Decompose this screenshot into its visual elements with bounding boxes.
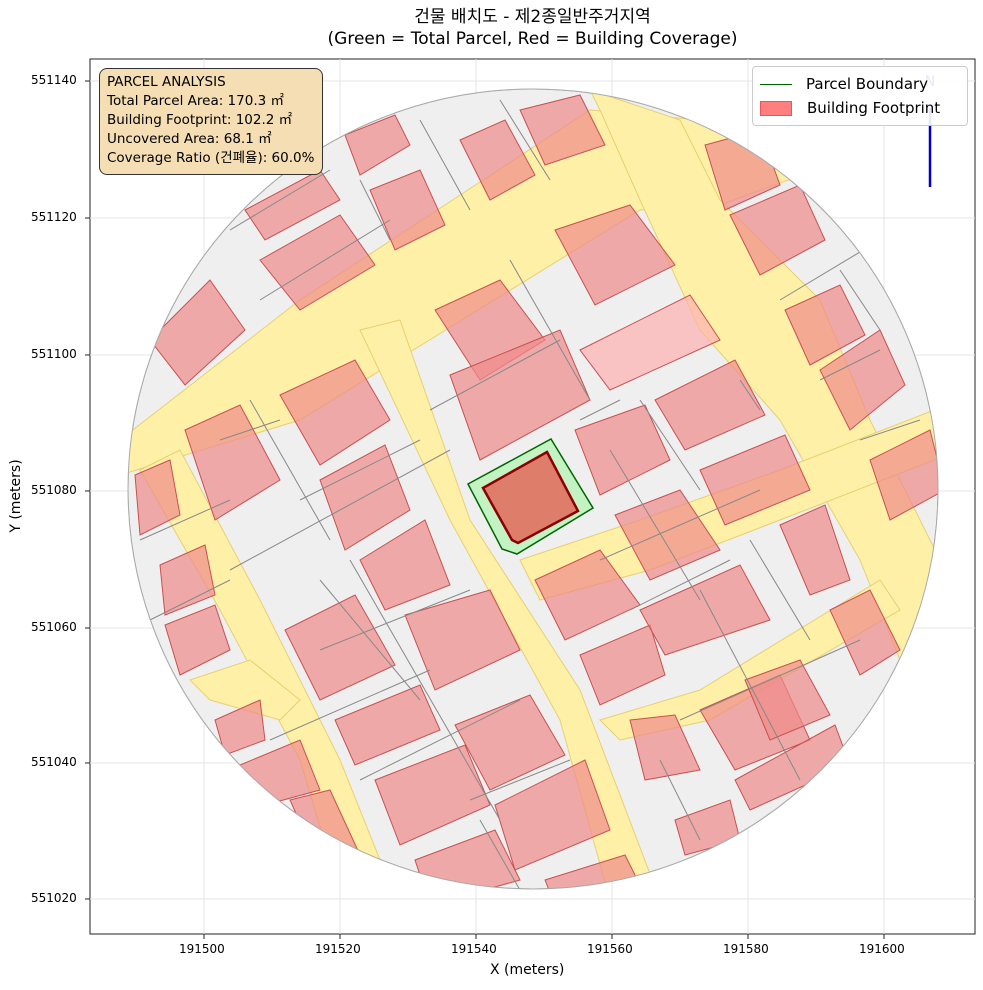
building — [334, 684, 441, 766]
title-line-1: 건물 배치도 - 제2종일반주거지역 — [414, 7, 651, 27]
road-bottom — [189, 659, 301, 721]
tick-marks — [85, 80, 885, 939]
building — [279, 359, 391, 466]
building — [779, 504, 851, 596]
building — [184, 404, 281, 521]
building — [134, 459, 181, 536]
building — [494, 759, 611, 871]
building — [319, 444, 411, 551]
info-total-area: Total Parcel Area: 170.3 ㎡ — [107, 93, 284, 109]
y-axis-label: Y (meters) — [8, 459, 24, 533]
building — [259, 214, 376, 311]
info-footprint: Building Footprint: 102.2 ㎡ — [107, 112, 293, 128]
x-tick-label: 191520 — [315, 942, 361, 956]
building — [284, 594, 396, 701]
legend-item-parcel: Parcel Boundary — [760, 72, 960, 96]
road-nw-se — [359, 319, 661, 889]
building — [579, 294, 721, 391]
y-tick-label: 551120 — [31, 210, 77, 224]
building — [869, 429, 938, 521]
info-uncovered: Uncovered Area: 68.1 ㎡ — [107, 131, 272, 147]
legend: Parcel Boundary Building Footprint — [752, 66, 968, 126]
building — [639, 564, 771, 656]
road-lower-right — [599, 579, 901, 741]
building — [699, 434, 811, 526]
site-boundary — [127, 88, 939, 890]
building — [629, 714, 701, 781]
building — [829, 589, 901, 676]
x-tick-label: 191540 — [451, 942, 497, 956]
legend-parcel-label: Parcel Boundary — [806, 75, 929, 93]
building — [519, 94, 606, 166]
title-line-2: (Green = Total Parcel, Red = Building Co… — [327, 29, 738, 49]
x-tick-label: 191500 — [179, 942, 225, 956]
building — [654, 359, 766, 451]
building — [344, 114, 411, 176]
building — [819, 329, 906, 431]
y-tick-label: 551080 — [31, 483, 77, 497]
building — [164, 604, 231, 676]
building — [614, 489, 721, 581]
building — [574, 404, 671, 496]
buildings — [134, 94, 938, 889]
y-tick-label: 551140 — [31, 73, 77, 87]
y-tick-label: 551040 — [31, 755, 77, 769]
parcel-analysis-box: PARCEL ANALYSIS Total Parcel Area: 170.3… — [99, 68, 324, 175]
building — [554, 204, 676, 306]
legend-item-building: Building Footprint — [760, 96, 960, 120]
building — [149, 279, 246, 386]
building — [244, 169, 341, 241]
legend-building-label: Building Footprint — [807, 99, 941, 117]
info-heading: PARCEL ANALYSIS — [107, 74, 226, 90]
target-building-footprint — [481, 450, 580, 545]
map-title: 건물 배치도 - 제2종일반주거지역 (Green = Total Parcel… — [90, 6, 975, 50]
building — [459, 119, 536, 201]
x-tick-label: 191600 — [859, 942, 905, 956]
building — [374, 744, 491, 846]
parcel-line-swatch — [760, 83, 792, 85]
building — [744, 659, 831, 741]
building — [729, 184, 826, 276]
x-axis-label: X (meters) — [490, 962, 565, 978]
building — [359, 519, 451, 611]
block-outlines — [139, 99, 921, 889]
x-tick-label: 191580 — [723, 942, 769, 956]
y-tick-label: 551020 — [31, 891, 77, 905]
building — [784, 284, 866, 366]
x-tick-label: 191560 — [587, 942, 633, 956]
info-ratio: Coverage Ratio (건폐율): 60.0% — [107, 150, 315, 166]
y-tick-label: 551060 — [31, 620, 77, 634]
building — [369, 169, 446, 251]
building — [159, 544, 216, 616]
building — [579, 624, 666, 706]
building-swatch — [760, 100, 792, 116]
building — [214, 699, 266, 756]
y-tick-label: 551100 — [31, 347, 77, 361]
building — [404, 589, 521, 691]
